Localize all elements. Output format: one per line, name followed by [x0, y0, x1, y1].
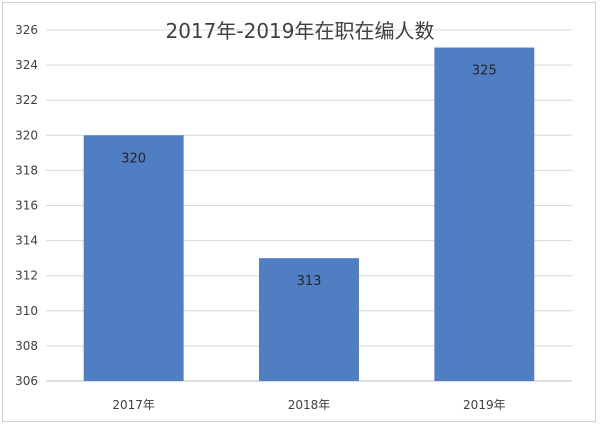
data-labels: 320 313 325: [121, 64, 496, 290]
y-tick-label: 310: [15, 304, 38, 318]
y-tick-label: 312: [15, 269, 38, 283]
bar: [434, 47, 535, 382]
bar: [83, 135, 184, 381]
y-tick-label: 322: [15, 93, 38, 107]
chart-title: 2017年-2019年在职在编人数: [165, 19, 434, 43]
data-label: 320: [121, 151, 146, 166]
y-tick-label: 314: [15, 234, 38, 248]
y-tick-label: 316: [15, 199, 38, 213]
bar: [259, 258, 359, 381]
y-tick-label: 326: [15, 23, 38, 37]
y-tick-label: 324: [15, 58, 38, 72]
y-tick-label: 306: [15, 374, 38, 388]
y-tick-label: 308: [15, 339, 38, 353]
x-tick-label: 2018年: [288, 398, 331, 412]
x-tick-label: 2019年: [463, 398, 506, 412]
x-axis: 2017年 2018年 2019年: [112, 398, 505, 412]
data-label: 325: [472, 64, 497, 79]
x-tick-label: 2017年: [112, 398, 155, 412]
y-tick-label: 318: [15, 163, 38, 177]
data-label: 313: [297, 274, 322, 289]
bars: [83, 47, 535, 382]
y-axis: 306 308 310 312 314 316 318 320 322 324 326: [15, 23, 38, 388]
y-tick-label: 320: [15, 128, 38, 142]
